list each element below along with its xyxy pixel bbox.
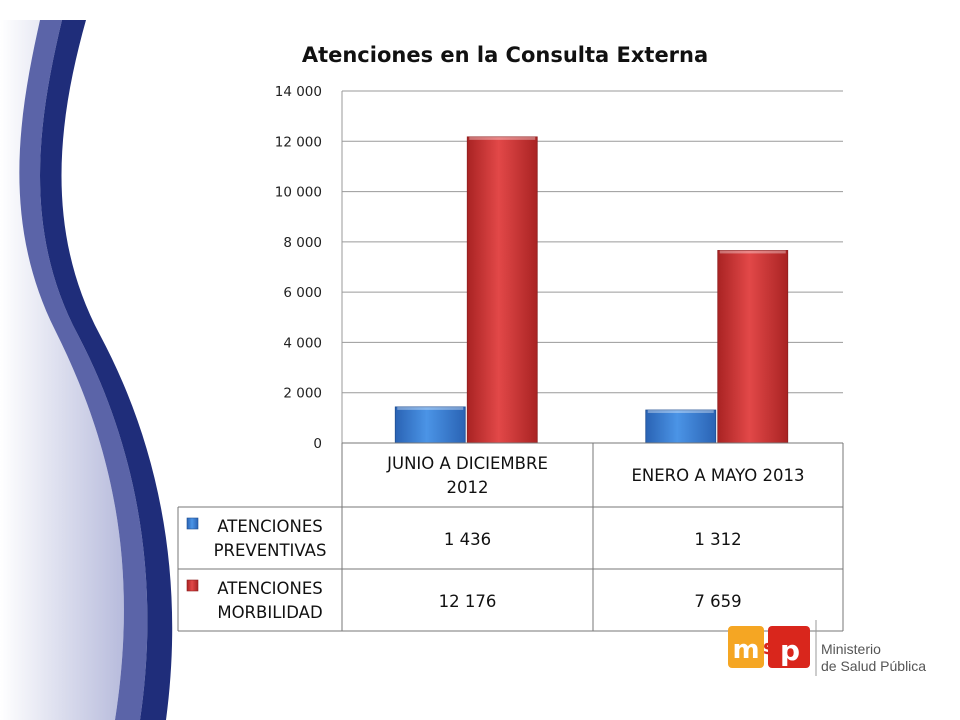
ministry-logo: m s p Ministerio de Salud Pública xyxy=(728,616,948,680)
y-tick-label: 6 000 xyxy=(283,285,322,301)
bar-highlight xyxy=(647,410,714,414)
y-tick-label: 14 000 xyxy=(275,84,322,100)
y-tick-label: 4 000 xyxy=(283,335,322,351)
bar-highlight xyxy=(397,406,464,410)
logo-org-line2: de Salud Pública xyxy=(821,658,926,674)
svg-text:s: s xyxy=(763,635,775,659)
data-table: JUNIO A DICIEMBRE 2012 ENERO A MAYO 2013 AT… xyxy=(177,442,844,632)
bar-highlight xyxy=(469,136,536,140)
series-name: ATENCIONES xyxy=(217,517,322,536)
logo-org-line1: Ministerio xyxy=(821,641,881,657)
legend-swatch xyxy=(186,517,199,530)
bar-preventivas xyxy=(394,406,466,444)
series-name: ATENCIONES xyxy=(217,579,322,598)
series-name: PREVENTIVAS xyxy=(214,541,327,560)
data-label: 12 176 xyxy=(439,592,497,611)
data-label: 7 659 xyxy=(694,592,741,611)
bars xyxy=(394,136,789,444)
msp-logo-mark: m s p Ministerio de Salud Pública xyxy=(728,620,926,676)
bar-preventivas xyxy=(645,409,717,444)
bar-morbilidad xyxy=(466,136,538,444)
category-label: JUNIO A DICIEMBRE xyxy=(386,454,548,473)
bar-morbilidad xyxy=(717,250,789,444)
series-name: MORBILIDAD xyxy=(217,603,322,622)
y-tick-label: 8 000 xyxy=(283,235,322,251)
data-label: 1 436 xyxy=(444,530,491,549)
bar-highlight xyxy=(719,250,786,254)
y-tick-label: 0 xyxy=(313,436,322,452)
data-label: 1 312 xyxy=(694,530,741,549)
svg-text:p: p xyxy=(780,634,800,667)
legend-swatch xyxy=(186,579,199,592)
category-label: ENERO A MAYO 2013 xyxy=(631,466,804,485)
chart-title: Atenciones en la Consulta Externa xyxy=(302,43,708,67)
y-tick-label: 2 000 xyxy=(283,386,322,402)
y-axis-ticks: 0 2 000 4 000 6 000 8 000 10 000 12 000 14 000 xyxy=(275,84,322,452)
category-label: 2012 xyxy=(447,478,489,497)
y-tick-label: 10 000 xyxy=(275,185,322,201)
svg-text:m: m xyxy=(732,635,759,665)
y-tick-label: 12 000 xyxy=(275,134,322,150)
